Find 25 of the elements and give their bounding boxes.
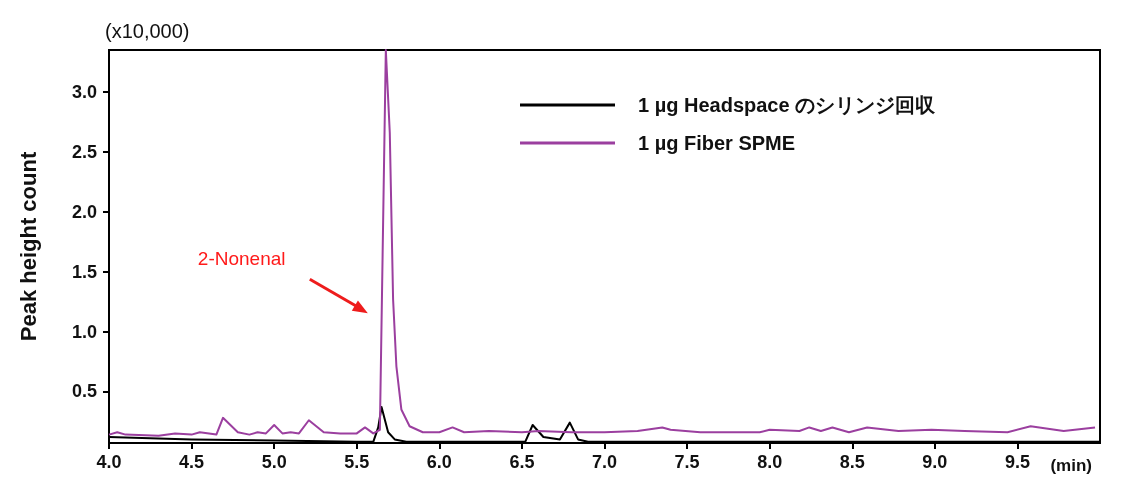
x-tick-label: 9.0	[922, 452, 948, 472]
x-tick-label: 9.5	[1004, 452, 1030, 472]
y-tick-label: 0.5	[71, 381, 97, 402]
x-tick-label: 6.0	[426, 452, 452, 472]
y-axis-title: Peak height count	[15, 151, 41, 342]
y-tick-label: 1.5	[71, 261, 97, 282]
y-tick-label: 1.0	[71, 321, 97, 342]
x-tick-label: 6.5	[509, 452, 535, 472]
x-tick-label: 4.0	[96, 452, 122, 472]
legend-label: 1 µg Fiber SPME	[638, 132, 796, 154]
y-tick-label: 2.5	[71, 141, 97, 162]
x-tick-label: 4.5	[179, 452, 205, 472]
line-series	[108, 49, 1097, 437]
x-tick-label: 8.5	[839, 452, 865, 472]
x-tick-label: 7.5	[674, 452, 700, 472]
y-tick-label: 2.0	[71, 201, 97, 222]
annotation: 2-Nonenal	[197, 248, 286, 270]
legend-label: 1 µg Headspace のシリンジ回収	[638, 94, 937, 116]
y-tick-label: 3.0	[71, 81, 97, 102]
x-tick-label: 5.0	[261, 452, 287, 472]
x-tick-label: 7.0	[591, 452, 618, 472]
x-tick-label: 5.5	[344, 452, 370, 472]
text: (x10,000)	[105, 20, 190, 42]
x-axis-title: (min)	[1050, 456, 1092, 475]
x-tick-label: 8.0	[757, 452, 783, 472]
